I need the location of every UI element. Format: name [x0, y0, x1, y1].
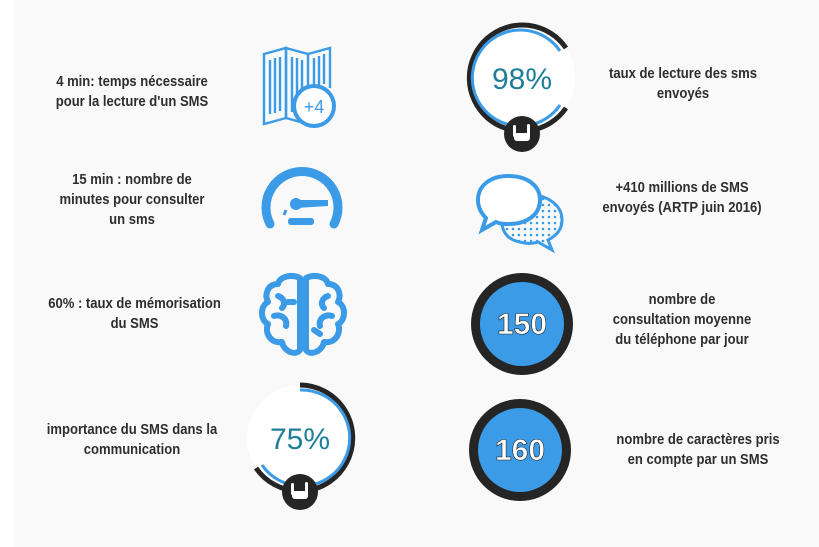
rock-hand-icon	[291, 482, 308, 499]
stat-characters-text: nombre de caractères pris en compte par …	[597, 430, 799, 470]
stat-line: un sms	[109, 212, 155, 228]
percent-ring-icon: 75%	[240, 382, 360, 515]
rock-hand-icon	[513, 124, 530, 141]
stat-checks-per-day-text: nombre de consultation moyenne du téléph…	[592, 290, 772, 350]
speedometer-icon	[260, 160, 344, 234]
stat-line: importance du SMS dans la	[46, 422, 218, 438]
stat-volume-text: +410 millions de SMS envoyés (ARTP juin …	[583, 178, 781, 218]
number-disc-icon: 150	[470, 272, 574, 376]
percent-value: 98%	[492, 63, 552, 96]
stat-line: +410 millions de SMS	[615, 180, 749, 196]
stat-line: du téléphone par jour	[615, 332, 749, 348]
stat-line: consultation moyenne	[612, 312, 752, 328]
brain-icon	[258, 272, 348, 360]
stat-line: du SMS	[110, 316, 159, 332]
badge-text: +4	[304, 97, 325, 117]
disc-value: 150	[497, 308, 547, 341]
number-disc-icon: 160	[468, 398, 572, 502]
speech-bubbles-icon	[474, 172, 566, 254]
stat-line: nombre de	[648, 292, 716, 308]
percent-ring-icon: 98%	[462, 22, 582, 157]
percent-value: 75%	[270, 423, 330, 456]
stat-line: communication	[83, 442, 181, 458]
stat-read-rate-text: taux de lecture des sms envoyés	[589, 64, 778, 104]
stat-reading-time-text: 4 min: temps nécessaire pour la lecture …	[33, 72, 231, 112]
stat-line: envoyés	[656, 86, 710, 102]
left-edge	[0, 0, 14, 547]
stat-line: en compte par un SMS	[627, 452, 769, 468]
disc-value: 160	[495, 434, 545, 467]
stat-line: pour la lecture d'un SMS	[55, 94, 209, 110]
stat-line: nombre de caractères pris	[616, 432, 780, 448]
stat-line: 15 min : nombre de	[72, 172, 192, 188]
stat-importance-text: importance du SMS dans la communication	[33, 420, 231, 460]
calendar-plus-four-icon: +4	[262, 46, 362, 138]
stat-line: taux de lecture des sms	[609, 66, 757, 82]
stat-line: 4 min: temps nécessaire	[56, 74, 208, 90]
stat-line: envoyés (ARTP juin 2016)	[602, 200, 762, 216]
stat-line: 60% : taux de mémorisation	[48, 296, 221, 312]
stat-line: minutes pour consulter	[59, 192, 205, 208]
stat-consult-time-text: 15 min : nombre de minutes pour consulte…	[33, 170, 231, 230]
stat-memorisation-text: 60% : taux de mémorisation du SMS	[33, 294, 236, 334]
